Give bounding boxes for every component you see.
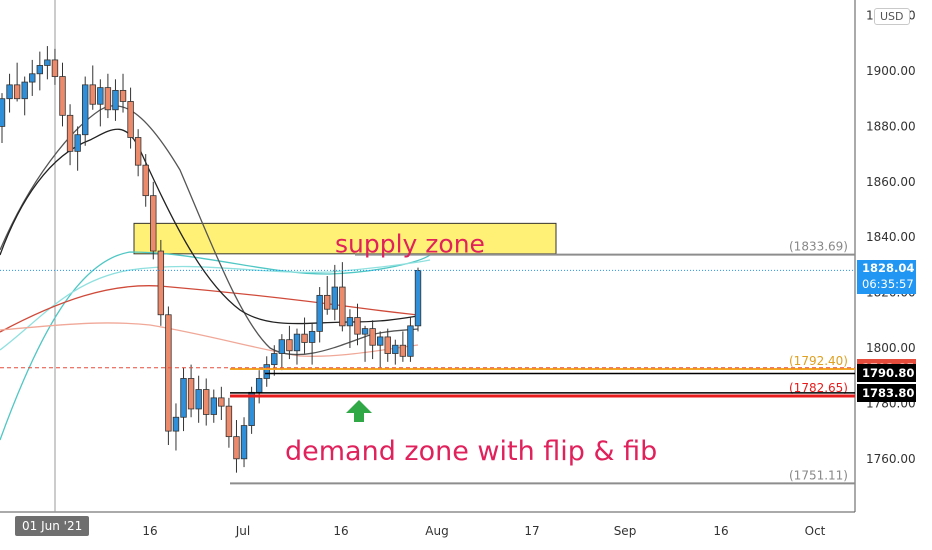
- candle-body: [51, 59, 59, 77]
- ma-pink-line: [0, 322, 419, 357]
- candle-body: [301, 333, 308, 343]
- level-label: (1751.11): [789, 468, 848, 482]
- candle-body: [36, 65, 44, 75]
- y-tick-label: 1800.00: [866, 341, 916, 355]
- candle-body: [157, 250, 165, 316]
- candle-body: [6, 84, 13, 100]
- candle-body: [376, 336, 384, 346]
- candle-body: [271, 353, 278, 366]
- demand-zone-label: demand zone with flip & fib: [285, 436, 657, 467]
- candle-body: [142, 164, 149, 197]
- price-axis-badge: 1828.04 06:35:57: [857, 260, 916, 295]
- ma-red-line: [0, 285, 419, 333]
- candle-body: [150, 195, 157, 252]
- y-tick-label: 1860.00: [866, 175, 916, 189]
- candle-body: [89, 84, 96, 105]
- candle-body: [21, 81, 28, 100]
- candle-body: [316, 294, 323, 332]
- candle-body: [278, 339, 286, 354]
- candle-body: [384, 336, 391, 354]
- candle-body: [13, 84, 21, 100]
- badge-countdown: 06:35:57: [862, 277, 914, 292]
- candle-body: [195, 389, 202, 410]
- candle-body: [218, 397, 225, 407]
- x-tick-label: Sep: [614, 524, 637, 538]
- candle-body: [203, 389, 210, 415]
- candle-body: [293, 333, 301, 352]
- candle-body: [361, 328, 369, 335]
- y-tick-label: 1840.00: [866, 230, 916, 244]
- candle-body: [346, 317, 354, 327]
- up-arrow-icon: [346, 400, 372, 422]
- candle-body: [354, 317, 361, 335]
- candle-body: [119, 89, 127, 102]
- candle-body: [286, 339, 293, 352]
- candle-body: [233, 436, 240, 460]
- candle-body: [165, 314, 172, 432]
- currency-selector[interactable]: USD: [874, 8, 910, 25]
- price-axis-badge: 1783.80: [857, 383, 916, 402]
- candle-body: [44, 59, 51, 66]
- candle-body: [112, 89, 119, 111]
- candle-body: [29, 73, 36, 83]
- y-tick-label: 1880.00: [866, 119, 916, 133]
- candle-body: [308, 330, 316, 343]
- candle-body: [324, 294, 331, 310]
- candle-body: [255, 378, 263, 393]
- candle-body: [240, 425, 248, 460]
- supply-zone-label: supply zone: [335, 230, 485, 259]
- x-tick-label: 16: [333, 524, 348, 538]
- candle-body: [187, 378, 195, 410]
- candle-body: [127, 101, 134, 138]
- candle-body: [97, 87, 104, 105]
- candle-body: [392, 344, 399, 354]
- candle-body: [82, 84, 89, 136]
- candle-body: [210, 397, 217, 415]
- x-tick-label: 17: [524, 524, 539, 538]
- x-tick-label: 16: [713, 524, 728, 538]
- candle-body: [66, 114, 74, 152]
- ma-teal-line: [0, 251, 431, 441]
- candle-body: [399, 344, 407, 357]
- ma-gray-line: [0, 105, 419, 356]
- badge-price: 1828.04: [862, 261, 915, 276]
- candle-body: [172, 416, 180, 432]
- level-label: (1833.69): [789, 240, 848, 254]
- candle-body: [134, 137, 142, 166]
- candle-body: [331, 286, 338, 310]
- candle-body: [414, 270, 422, 327]
- candle-body: [369, 328, 376, 346]
- candle-body: [104, 87, 112, 111]
- candle-body: [225, 405, 233, 438]
- x-tick-label: Aug: [425, 524, 448, 538]
- candle-body: [339, 286, 346, 327]
- y-tick-label: 1900.00: [866, 64, 916, 78]
- price-axis-badge: 1790.80: [857, 364, 916, 383]
- candle-body: [180, 378, 187, 418]
- x-tick-label: 16: [142, 524, 157, 538]
- x-tick-label: Jul: [235, 524, 250, 538]
- y-tick-label: 1760.00: [866, 452, 916, 466]
- candle-body: [263, 364, 270, 379]
- supply-zone-box: [133, 222, 557, 255]
- candle-body: [74, 134, 81, 152]
- level-label: (1792.40): [789, 354, 848, 368]
- ma-lightcyan-line: [0, 259, 431, 351]
- candle-body: [407, 325, 414, 357]
- candle-body: [59, 76, 66, 116]
- candle-body: [0, 98, 6, 127]
- level-label: (1782.65): [789, 381, 848, 395]
- x-tick-label: Oct: [805, 524, 826, 538]
- crosshair-date-label: 01 Jun '21: [15, 516, 90, 536]
